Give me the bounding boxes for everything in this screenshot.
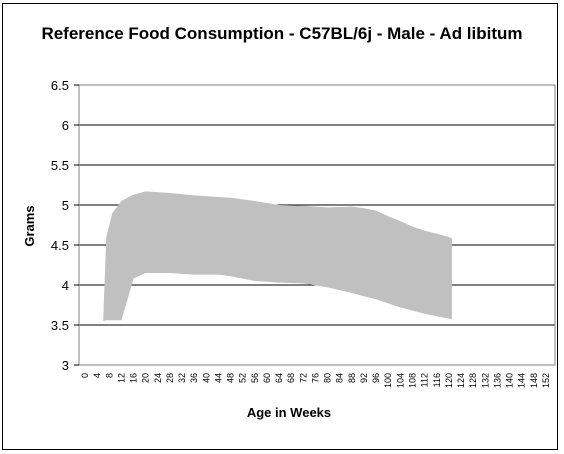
x-tick-label: 84 bbox=[335, 373, 345, 383]
x-tick-label: 68 bbox=[286, 373, 296, 383]
x-axis-ticks: 0 4 8 12 16 20 24 28 32 36 40 44 48 52 56 60 64 68 72 76 80 8… bbox=[80, 373, 551, 388]
x-tick-label: 100 bbox=[383, 373, 393, 388]
x-tick-label: 72 bbox=[298, 373, 308, 383]
x-tick-label: 44 bbox=[213, 373, 223, 383]
x-tick-label: 92 bbox=[359, 373, 369, 383]
x-tick-label: 40 bbox=[201, 373, 211, 383]
x-tick-label: 64 bbox=[274, 373, 284, 383]
x-tick-label: 0 bbox=[80, 373, 90, 378]
consumption-range-area bbox=[103, 191, 452, 321]
x-tick-label: 124 bbox=[456, 373, 466, 388]
y-tick-label: 5.5 bbox=[51, 158, 69, 173]
x-tick-label: 12 bbox=[116, 373, 126, 383]
x-tick-label: 136 bbox=[492, 373, 502, 388]
x-tick-label: 36 bbox=[189, 373, 199, 383]
plot-area bbox=[78, 84, 556, 366]
series-layer bbox=[103, 191, 452, 321]
y-tick-label: 3.5 bbox=[51, 318, 69, 333]
x-tick-label: 152 bbox=[541, 373, 551, 388]
x-tick-label: 148 bbox=[529, 373, 539, 388]
y-tick-label: 4 bbox=[62, 278, 69, 293]
x-tick-label: 52 bbox=[238, 373, 248, 383]
x-axis-title: Age in Weeks bbox=[247, 405, 331, 420]
chart-title: Reference Food Consumption - C57BL/6j - … bbox=[41, 24, 522, 43]
x-tick-label: 20 bbox=[141, 373, 151, 383]
x-tick-label: 88 bbox=[347, 373, 357, 383]
x-tick-label: 28 bbox=[165, 373, 175, 383]
x-tick-label: 104 bbox=[395, 373, 405, 388]
x-tick-label: 4 bbox=[92, 373, 102, 378]
x-tick-label: 16 bbox=[129, 373, 139, 383]
x-tick-label: 24 bbox=[153, 373, 163, 383]
x-tick-label: 116 bbox=[432, 373, 442, 387]
y-axis-title: Grams bbox=[22, 205, 37, 246]
x-tick-label: 96 bbox=[371, 373, 381, 383]
x-tick-label: 112 bbox=[420, 373, 430, 387]
y-axis-ticks: 3 3.5 4 4.5 5 5.5 6 6.5 bbox=[51, 78, 79, 373]
x-tick-label: 108 bbox=[408, 373, 418, 388]
y-tick-label: 4.5 bbox=[51, 238, 69, 253]
x-tick-label: 32 bbox=[177, 373, 187, 383]
y-tick-label: 3 bbox=[62, 358, 69, 373]
y-tick-label: 6.5 bbox=[51, 78, 69, 93]
x-tick-label: 140 bbox=[505, 373, 515, 388]
y-tick-label: 5 bbox=[62, 198, 69, 213]
x-tick-label: 128 bbox=[468, 373, 478, 388]
x-tick-label: 8 bbox=[104, 373, 114, 378]
x-tick-label: 120 bbox=[444, 373, 454, 388]
x-tick-label: 60 bbox=[262, 373, 272, 383]
x-tick-label: 76 bbox=[310, 373, 320, 383]
x-tick-label: 56 bbox=[250, 373, 260, 383]
x-tick-label: 48 bbox=[226, 373, 236, 383]
x-tick-label: 132 bbox=[480, 373, 490, 388]
x-tick-label: 80 bbox=[323, 373, 333, 383]
x-tick-label: 144 bbox=[517, 373, 527, 388]
y-tick-label: 6 bbox=[62, 118, 69, 133]
